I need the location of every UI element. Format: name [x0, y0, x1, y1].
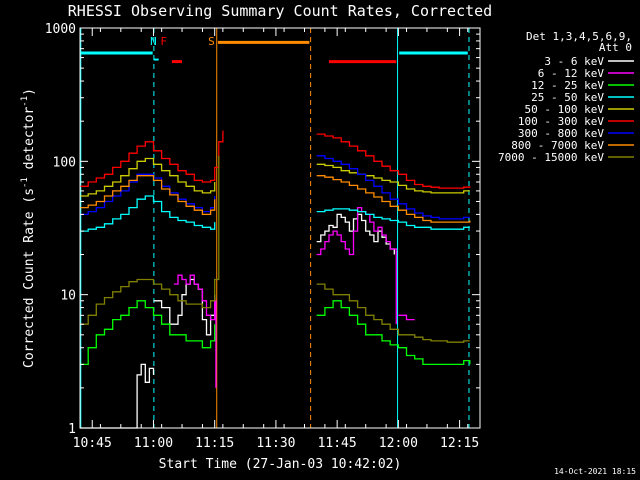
x-tick-label: 11:00 [134, 436, 173, 451]
legend-header: Att 0 [599, 41, 632, 54]
series-line [316, 163, 470, 194]
x-axis-label: Start Time (27-Jan-03 10:42:02) [159, 457, 402, 472]
legend-label: 50 - 100 keV [525, 103, 605, 116]
plot-lines [80, 28, 470, 428]
flag-marker: F [160, 35, 167, 48]
legend-label: 6 - 12 keV [538, 67, 605, 80]
x-tick-label: 11:30 [256, 436, 295, 451]
series-line [316, 300, 471, 366]
legend-label: 100 - 300 keV [518, 115, 604, 128]
y-tick-label: 10 [60, 289, 76, 304]
x-tick-label: 10:45 [73, 436, 112, 451]
series-line [80, 155, 220, 325]
axes: 1 10 100 1000 10:45 11:00 11:15 11:30 11:45 12:00… [45, 22, 480, 451]
flag-marker: N [150, 35, 157, 48]
legend-label: 800 - 7000 keV [511, 139, 604, 152]
flag-marker: S [208, 35, 215, 48]
y-tick-label: 1000 [45, 22, 76, 37]
series-line [316, 175, 471, 223]
series-line [316, 155, 470, 220]
legend-header: Det 1,3,4,5,6,9, [526, 30, 632, 43]
legend-label: 3 - 6 keV [544, 55, 604, 68]
series-line [398, 314, 415, 321]
y-tick-label: 1 [68, 422, 76, 437]
series-line [80, 175, 216, 216]
y-tick-label: 100 [53, 155, 76, 170]
series-line [80, 157, 216, 197]
plot-frame [79, 27, 481, 429]
series-line [173, 274, 217, 388]
series-line [80, 195, 216, 232]
series-line [80, 130, 224, 187]
series-line [316, 133, 471, 189]
y-label-superscript: -1 [20, 177, 30, 188]
x-tick-label: 11:45 [318, 436, 357, 451]
timestamp: 14-Oct-2021 18:15 [554, 467, 636, 476]
series-line [316, 208, 470, 230]
legend-label: 7000 - 15000 keV [498, 151, 604, 164]
y-label-text: ) [22, 88, 37, 96]
series-line [316, 206, 397, 325]
x-tick-label: 12:00 [379, 436, 418, 451]
chart-title: RHESSI Observing Summary Count Rates, Co… [68, 2, 492, 20]
x-tick-label: 11:15 [195, 436, 234, 451]
x-tick-label: 12:15 [440, 436, 479, 451]
series-lines [80, 130, 471, 429]
legend-label: 12 - 25 keV [531, 79, 604, 92]
y-label-text: detector [22, 107, 37, 178]
legend-label: 25 - 50 keV [531, 91, 604, 104]
series-line [316, 283, 470, 343]
legend-label: 300 - 800 keV [518, 127, 604, 140]
y-label-text: Corrected Count Rate (s [22, 188, 37, 368]
y-axis-label: Corrected Count Rate (s-1 detector-1) [20, 88, 37, 368]
series-line [80, 300, 216, 366]
y-label-superscript: -1 [20, 96, 30, 107]
